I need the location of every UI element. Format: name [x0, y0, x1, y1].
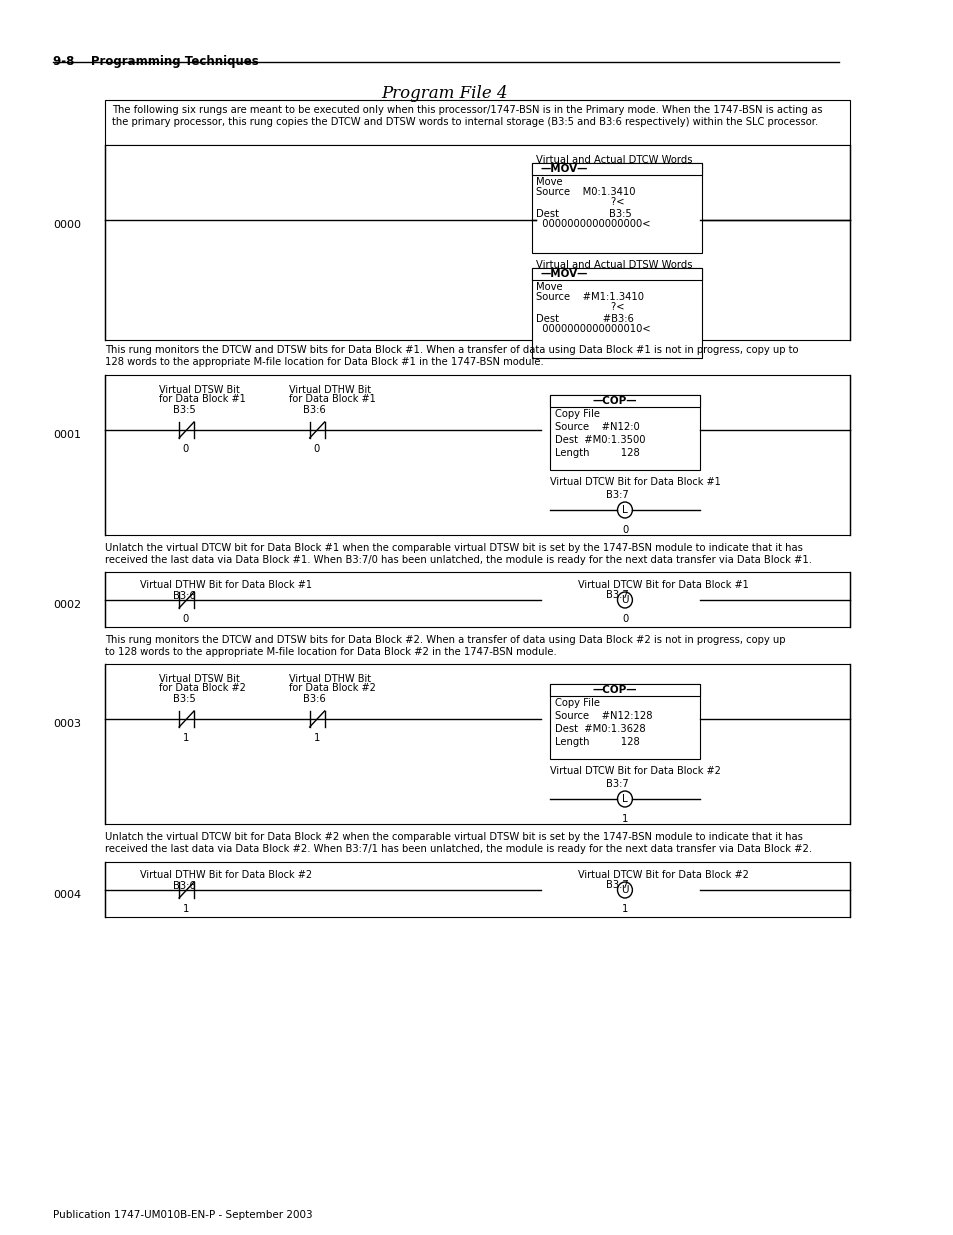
Bar — [531, 268, 701, 280]
Text: B3:7: B3:7 — [606, 779, 628, 789]
Bar — [105, 664, 849, 824]
Bar — [105, 375, 849, 535]
Text: L: L — [621, 794, 627, 804]
Text: for Data Block #1: for Data Block #1 — [158, 394, 245, 404]
Text: B3:5: B3:5 — [172, 405, 195, 415]
Text: 0000000000000010<: 0000000000000010< — [536, 324, 650, 333]
Text: Virtual DTHW Bit for Data Block #2: Virtual DTHW Bit for Data Block #2 — [140, 869, 312, 881]
Text: for Data Block #2: for Data Block #2 — [289, 683, 375, 693]
Text: Move: Move — [536, 282, 562, 291]
Text: 1: 1 — [183, 734, 189, 743]
Text: Move: Move — [536, 177, 562, 186]
Text: 0: 0 — [183, 614, 189, 624]
Text: —MOV—: —MOV— — [540, 269, 588, 279]
Bar — [550, 684, 699, 760]
Bar — [550, 684, 699, 697]
Text: 0000: 0000 — [53, 220, 81, 230]
Text: ?<: ?< — [536, 198, 624, 207]
Text: Virtual DTCW Bit for Data Block #2: Virtual DTCW Bit for Data Block #2 — [550, 766, 720, 776]
Text: U: U — [620, 595, 628, 605]
Text: B3:7: B3:7 — [606, 881, 628, 890]
Text: This rung monitors the DTCW and DTSW bits for Data Block #2. When a transfer of : This rung monitors the DTCW and DTSW bit… — [105, 635, 785, 657]
Text: B3:6: B3:6 — [303, 405, 326, 415]
Text: 1: 1 — [314, 734, 319, 743]
Bar — [105, 862, 849, 918]
Text: 0003: 0003 — [53, 719, 81, 729]
Text: Unlatch the virtual DTCW bit for Data Block #2 when the comparable virtual DTSW : Unlatch the virtual DTCW bit for Data Bl… — [105, 832, 812, 853]
Text: —COP—: —COP— — [592, 685, 637, 695]
Text: 0004: 0004 — [53, 890, 81, 900]
Text: Virtual and Actual DTSW Words: Virtual and Actual DTSW Words — [536, 261, 692, 270]
Bar — [531, 163, 701, 253]
Text: Virtual DTCW Bit for Data Block #1: Virtual DTCW Bit for Data Block #1 — [578, 580, 748, 590]
Text: Publication 1747-UM010B-EN-P - September 2003: Publication 1747-UM010B-EN-P - September… — [53, 1210, 313, 1220]
Text: for Data Block #2: for Data Block #2 — [158, 683, 245, 693]
Bar — [105, 100, 849, 144]
Bar — [105, 572, 849, 627]
Text: 0000000000000000<: 0000000000000000< — [536, 219, 650, 228]
Text: The following six rungs are meant to be executed only when this processor/1747-B: The following six rungs are meant to be … — [112, 105, 821, 127]
Text: Virtual DTHW Bit: Virtual DTHW Bit — [289, 674, 371, 684]
Text: Source    #N12:0: Source #N12:0 — [555, 422, 639, 432]
Text: B3:6: B3:6 — [172, 881, 195, 890]
Text: Dest  #M0:1.3500: Dest #M0:1.3500 — [555, 435, 645, 445]
Text: 1: 1 — [621, 904, 628, 914]
Bar — [550, 395, 699, 408]
Text: 9-8    Programming Techniques: 9-8 Programming Techniques — [53, 56, 258, 68]
Bar — [550, 395, 699, 471]
Text: Dest                B3:5: Dest B3:5 — [536, 209, 632, 219]
Text: Copy File: Copy File — [555, 409, 599, 419]
Text: Virtual DTCW Bit for Data Block #1: Virtual DTCW Bit for Data Block #1 — [550, 477, 720, 487]
Text: Source    #N12:128: Source #N12:128 — [555, 711, 652, 721]
Text: B3:5: B3:5 — [172, 694, 195, 704]
Text: B3:7: B3:7 — [606, 590, 628, 600]
Text: Source    M0:1.3410: Source M0:1.3410 — [536, 186, 635, 198]
Text: B3:7: B3:7 — [606, 490, 628, 500]
Text: 0: 0 — [183, 445, 189, 454]
Text: Source    #M1:1.3410: Source #M1:1.3410 — [536, 291, 643, 303]
Bar — [531, 268, 701, 358]
Text: Dest  #M0:1.3628: Dest #M0:1.3628 — [555, 724, 645, 734]
Text: Virtual DTHW Bit: Virtual DTHW Bit — [289, 385, 371, 395]
Text: B3:6: B3:6 — [172, 592, 195, 601]
Text: B3:6: B3:6 — [303, 694, 326, 704]
Bar — [531, 163, 701, 175]
Bar — [105, 144, 849, 340]
Text: for Data Block #1: for Data Block #1 — [289, 394, 375, 404]
Text: Length          128: Length 128 — [555, 448, 639, 458]
Text: Virtual DTCW Bit for Data Block #2: Virtual DTCW Bit for Data Block #2 — [578, 869, 748, 881]
Text: 1: 1 — [621, 814, 628, 824]
Text: ?<: ?< — [536, 303, 624, 312]
Text: 0001: 0001 — [53, 430, 81, 440]
Text: 0: 0 — [621, 614, 628, 624]
Text: U: U — [620, 885, 628, 895]
Text: —MOV—: —MOV— — [540, 164, 588, 174]
Text: Unlatch the virtual DTCW bit for Data Block #1 when the comparable virtual DTSW : Unlatch the virtual DTCW bit for Data Bl… — [105, 543, 812, 564]
Text: —COP—: —COP— — [592, 396, 637, 406]
Text: 0002: 0002 — [53, 600, 81, 610]
Text: 1: 1 — [183, 904, 189, 914]
Text: Copy File: Copy File — [555, 698, 599, 708]
Text: Program File 4: Program File 4 — [381, 85, 508, 103]
Text: L: L — [621, 505, 627, 515]
Text: Virtual DTSW Bit: Virtual DTSW Bit — [158, 674, 239, 684]
Text: Virtual and Actual DTCW Words: Virtual and Actual DTCW Words — [536, 156, 692, 165]
Text: 0: 0 — [314, 445, 319, 454]
Text: Dest              #B3:6: Dest #B3:6 — [536, 314, 634, 324]
Text: Virtual DTHW Bit for Data Block #1: Virtual DTHW Bit for Data Block #1 — [140, 580, 312, 590]
Text: Length          128: Length 128 — [555, 737, 639, 747]
Text: Virtual DTSW Bit: Virtual DTSW Bit — [158, 385, 239, 395]
Text: This rung monitors the DTCW and DTSW bits for Data Block #1. When a transfer of : This rung monitors the DTCW and DTSW bit… — [105, 345, 798, 367]
Text: 0: 0 — [621, 525, 628, 535]
